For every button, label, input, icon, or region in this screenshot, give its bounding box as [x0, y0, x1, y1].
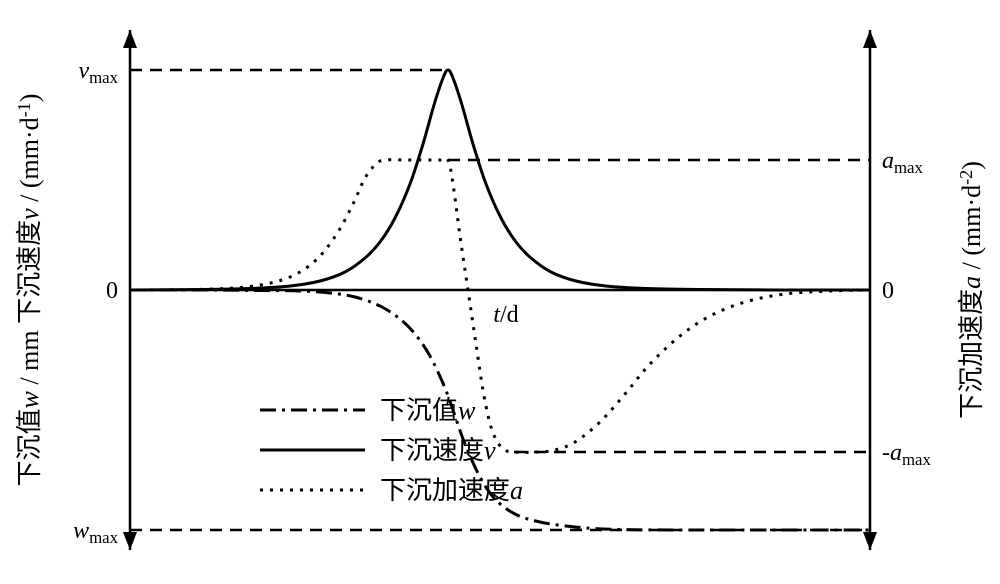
legend-label-0: 下沉值w: [380, 396, 476, 425]
left-axis-label: 下沉值w / mm 下沉速度v / (mm·d-1): [14, 94, 44, 487]
legend-label-2: 下沉加速度a: [380, 476, 523, 505]
x-axis-label: t/d: [493, 302, 518, 328]
chart-container: 0vmaxwmax0amax-amaxt/d下沉值w / mm 下沉速度v / …: [0, 0, 1000, 584]
legend-label-1: 下沉速度v: [380, 436, 496, 465]
right-axis-label: 下沉加速度a / (mm·d-2): [956, 161, 986, 419]
chart-svg: 0vmaxwmax0amax-amaxt/d下沉值w / mm 下沉速度v / …: [0, 0, 1000, 584]
left-tick-zero: 0: [106, 278, 118, 304]
right-tick-zero: 0: [882, 278, 894, 304]
